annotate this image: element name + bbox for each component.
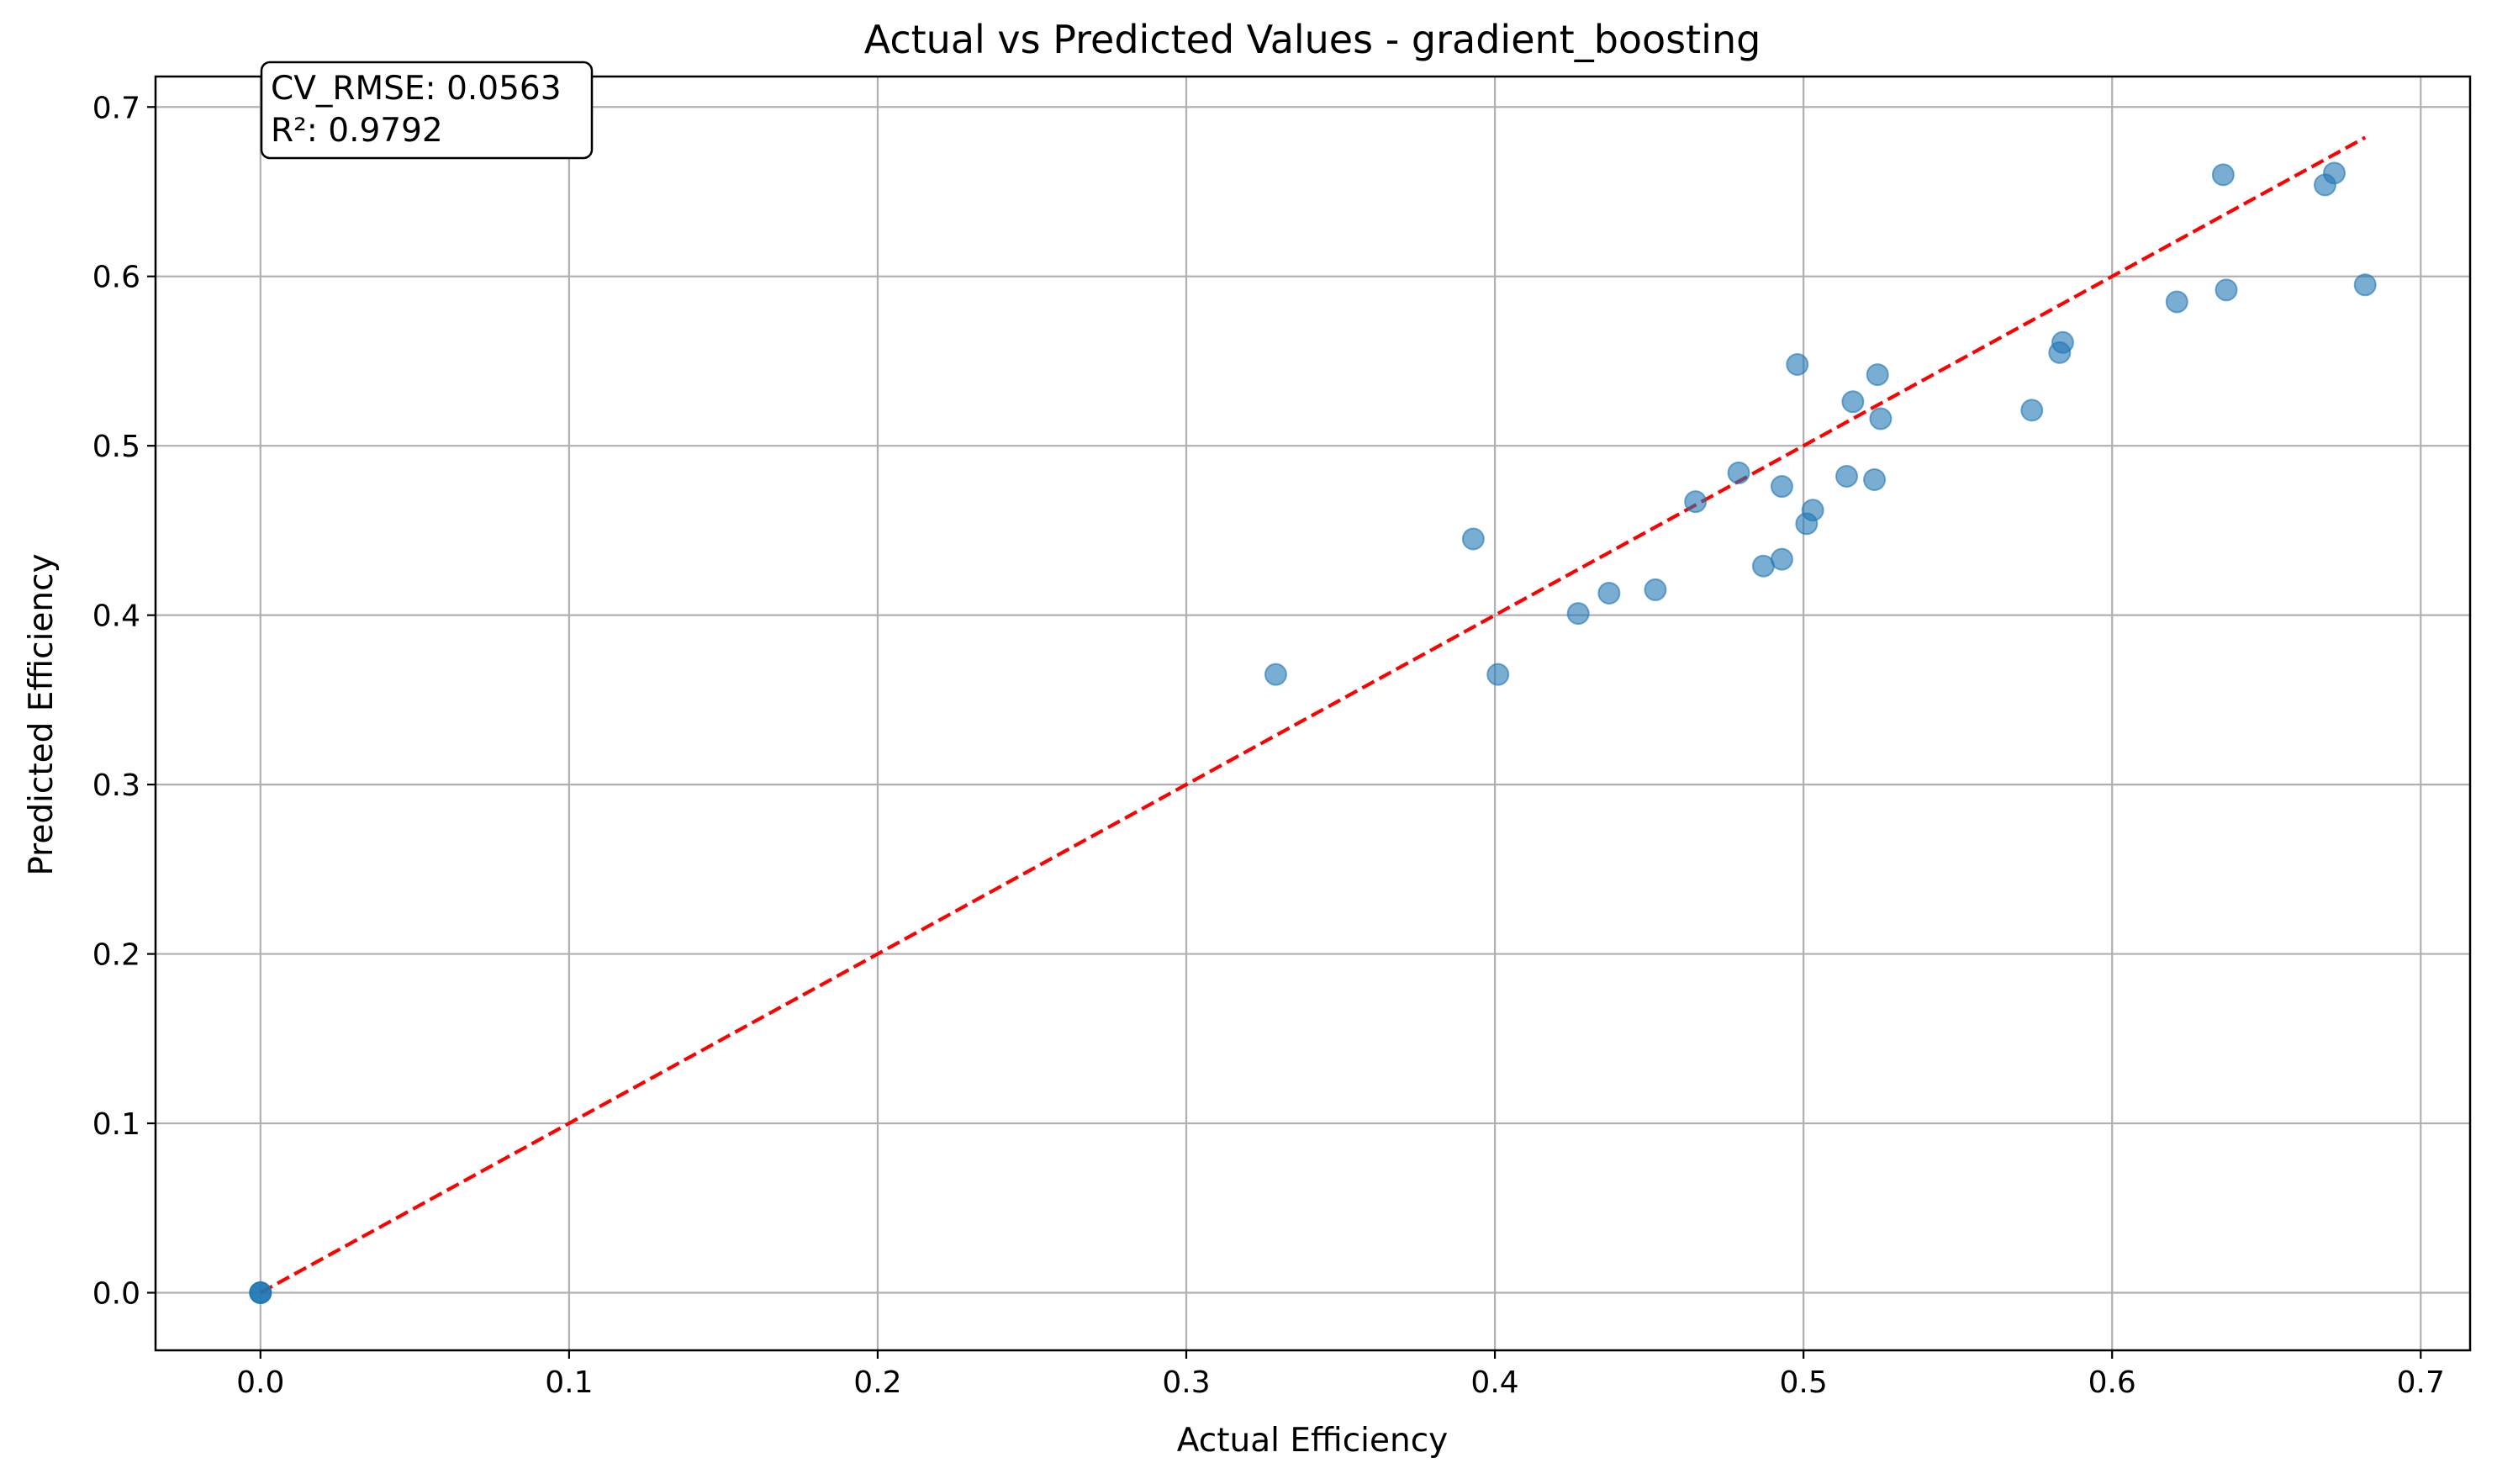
data-point <box>249 1281 272 1305</box>
annotation-box <box>260 61 594 160</box>
grid <box>156 77 2470 1350</box>
reference-line-layer <box>259 135 2367 1295</box>
x-tick-label: 0.1 <box>545 1365 593 1400</box>
data-point <box>2020 399 2044 422</box>
x-tick-label: 0.2 <box>853 1365 901 1400</box>
ticks-layer: 0.0 0.1 0.2 0.3 0.4 0.5 0.6 0.7 0.0 0.1 0.2 0.3 0.4 0… <box>92 91 2445 1400</box>
data-point <box>1841 390 1865 414</box>
y-tick-label: 0.1 <box>92 1107 140 1142</box>
x-tick-label: 0.7 <box>2397 1365 2445 1400</box>
metrics-annotation: CV_RMSE: 0.0563 R²: 0.9792 <box>260 61 594 160</box>
data-point <box>2215 278 2238 302</box>
data-point <box>1801 499 1824 522</box>
y-tick-label: 0.3 <box>92 768 140 803</box>
x-tick-label: 0.5 <box>1780 1365 1828 1400</box>
data-point <box>1461 527 1485 551</box>
y-tick-label: 0.0 <box>92 1277 140 1312</box>
data-point <box>2051 330 2074 354</box>
x-tick-label: 0.4 <box>1470 1365 1518 1400</box>
data-point <box>1863 467 1887 491</box>
y-tick-label: 0.4 <box>92 599 140 634</box>
data-point <box>2322 161 2346 185</box>
x-tick-label: 0.0 <box>236 1365 284 1400</box>
data-point <box>1727 461 1750 484</box>
y-tick-label: 0.6 <box>92 261 140 295</box>
x-axis-label: Actual Efficiency <box>1177 1422 1448 1460</box>
x-tick-label: 0.3 <box>1162 1365 1210 1400</box>
data-point <box>1486 663 1510 686</box>
data-point <box>1770 475 1793 499</box>
data-point <box>1786 352 1809 376</box>
data-point <box>2165 290 2188 314</box>
y-tick-label: 0.7 <box>92 91 140 125</box>
y-axis-label: Predicted Efficiency <box>23 553 61 875</box>
annotation-line-r2: R²: 0.9792 <box>271 112 443 150</box>
data-point <box>1684 490 1708 514</box>
data-point <box>1835 464 1859 488</box>
plot-area-frame <box>154 75 2472 1352</box>
y-tick-label: 0.5 <box>92 430 140 464</box>
x-tick-label: 0.6 <box>2088 1365 2136 1400</box>
points-layer <box>249 161 2377 1305</box>
data-point <box>1869 407 1893 430</box>
data-point <box>1597 581 1621 605</box>
annotation-line-cv-rmse: CV_RMSE: 0.0563 <box>271 70 562 108</box>
data-point <box>1770 547 1793 571</box>
data-point <box>1264 663 1287 686</box>
data-point <box>1644 578 1667 601</box>
chart-title: Actual vs Predicted Values - gradient_bo… <box>864 17 1761 62</box>
data-point <box>2353 273 2377 297</box>
reference-line <box>259 135 2367 1295</box>
data-point <box>2211 163 2235 187</box>
y-tick-label: 0.2 <box>92 938 140 973</box>
data-point <box>1866 363 1889 387</box>
data-point <box>1566 602 1590 626</box>
